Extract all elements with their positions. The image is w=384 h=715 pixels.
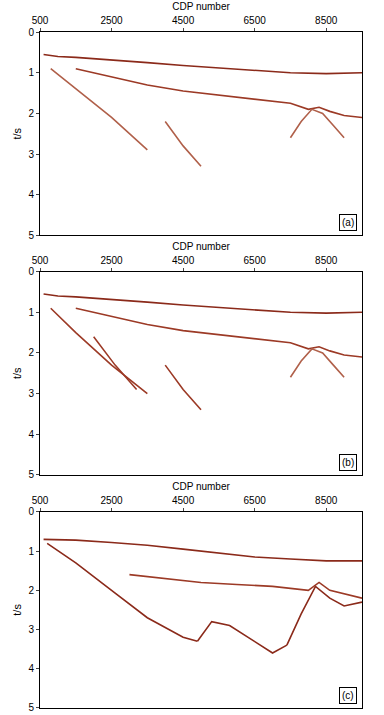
svg-text:500: 500 [32, 15, 49, 26]
svg-text:t/s: t/s [11, 127, 23, 139]
svg-text:4500: 4500 [172, 495, 195, 506]
svg-text:CDP number: CDP number [172, 1, 230, 12]
svg-text:4: 4 [28, 189, 34, 200]
svg-text:CDP number: CDP number [172, 481, 230, 492]
svg-text:6500: 6500 [244, 495, 267, 506]
svg-text:8500: 8500 [315, 255, 338, 266]
svg-text:2: 2 [28, 585, 34, 596]
svg-text:0: 0 [28, 506, 34, 517]
svg-text:0: 0 [28, 266, 34, 277]
svg-text:(a): (a) [342, 217, 354, 228]
svg-text:8500: 8500 [315, 495, 338, 506]
svg-text:4: 4 [28, 429, 34, 440]
svg-text:1: 1 [28, 546, 34, 557]
svg-text:4500: 4500 [172, 255, 195, 266]
svg-text:2500: 2500 [100, 495, 123, 506]
svg-text:0: 0 [28, 27, 34, 38]
svg-text:500: 500 [32, 255, 49, 266]
svg-text:500: 500 [32, 495, 49, 506]
svg-text:3: 3 [28, 624, 34, 635]
svg-text:4500: 4500 [172, 15, 195, 26]
svg-text:t/s: t/s [11, 604, 23, 616]
svg-text:1: 1 [28, 67, 34, 78]
svg-text:8500: 8500 [315, 15, 338, 26]
svg-text:2: 2 [28, 347, 34, 358]
svg-text:6500: 6500 [244, 15, 267, 26]
svg-text:3: 3 [28, 149, 34, 160]
svg-text:2500: 2500 [100, 15, 123, 26]
svg-text:(c): (c) [342, 690, 354, 701]
svg-text:5: 5 [28, 702, 34, 713]
svg-text:4: 4 [28, 663, 34, 674]
svg-text:t/s: t/s [11, 367, 23, 379]
svg-text:1: 1 [28, 307, 34, 318]
svg-text:2500: 2500 [100, 255, 123, 266]
svg-text:2: 2 [28, 108, 34, 119]
svg-text:3: 3 [28, 388, 34, 399]
svg-text:5: 5 [28, 230, 34, 241]
svg-text:5: 5 [28, 469, 34, 480]
svg-text:CDP number: CDP number [172, 241, 230, 252]
svg-text:6500: 6500 [244, 255, 267, 266]
svg-text:(b): (b) [342, 457, 354, 468]
